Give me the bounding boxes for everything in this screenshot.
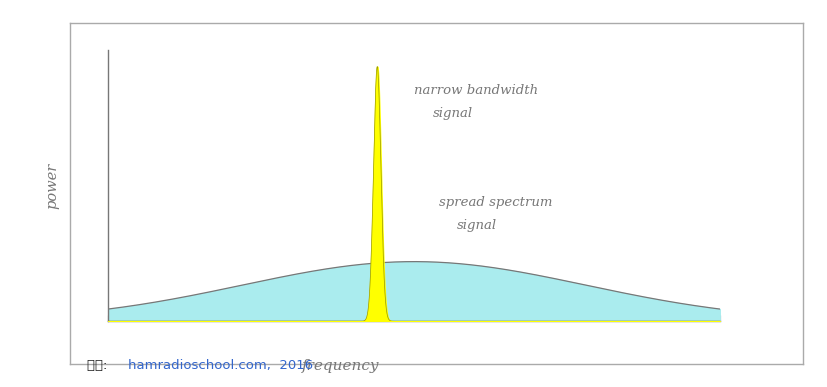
Text: signal: signal <box>457 219 496 232</box>
Text: spread spectrum: spread spectrum <box>438 196 552 209</box>
Text: narrow bandwidth: narrow bandwidth <box>414 84 538 98</box>
Text: power: power <box>45 163 60 209</box>
Text: 자료:: 자료: <box>87 358 116 372</box>
Text: hamradioschool.com,  2016: hamradioschool.com, 2016 <box>128 358 313 372</box>
Text: signal: signal <box>432 108 472 120</box>
Text: frequency: frequency <box>301 359 379 373</box>
